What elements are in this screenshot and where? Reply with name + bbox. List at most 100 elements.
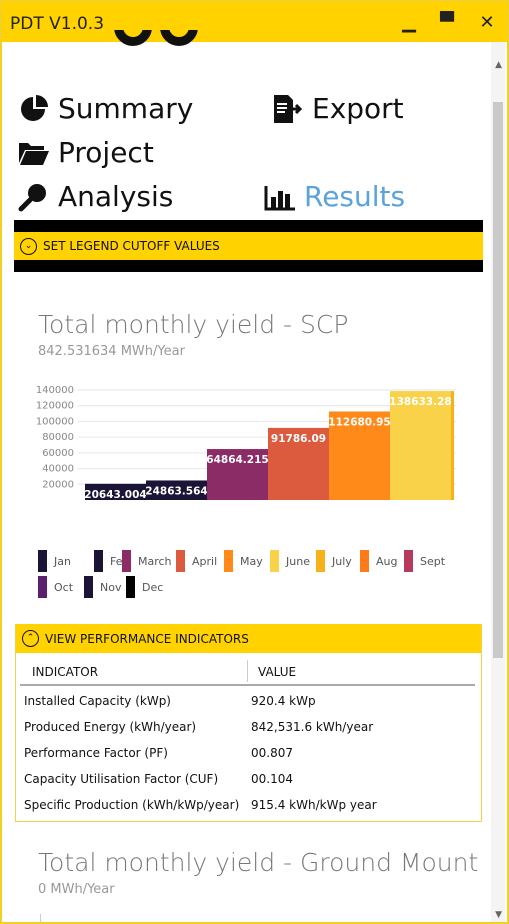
legend-swatch [94, 550, 103, 572]
chevron-down-icon: ⌄ [20, 237, 37, 255]
legend-label: July [332, 554, 352, 568]
value-cell: 00.807 [251, 746, 293, 760]
value-cell: 920.4 kWp [251, 694, 316, 708]
minimize-button[interactable]: ▁ [402, 12, 416, 33]
chart2-axis [40, 914, 41, 922]
bar-2[interactable] [207, 449, 268, 500]
nav-summary-label: Summary [58, 92, 194, 125]
table-row: Performance Factor (PF) 00.807 [24, 740, 474, 766]
legend-item: Dec [126, 576, 163, 598]
legend-label: May [240, 554, 263, 568]
close-button[interactable]: ✕ [479, 12, 495, 33]
legend-swatch [224, 550, 233, 572]
legend-label: March [138, 554, 172, 568]
legend-item: July [316, 550, 352, 572]
y-tick-label: 140000 [36, 385, 74, 396]
legend-label: Sept [420, 554, 446, 568]
bar-0[interactable] [85, 483, 146, 500]
legend-item: Nov [84, 576, 121, 598]
nav-results-label: Results [304, 180, 406, 213]
column-separator [247, 660, 248, 682]
nav-results[interactable]: Results [264, 180, 405, 213]
folder-open-icon [18, 138, 50, 168]
maximize-button[interactable]: ▀ [440, 12, 454, 33]
chart-subtitle: 842.531634 MWh/Year [38, 344, 185, 359]
bar-1[interactable] [146, 480, 207, 500]
bar-value-label: 24863.564 [145, 485, 207, 497]
bar-value-label: 91786.09 [271, 433, 326, 445]
nav-analysis[interactable]: Analysis [18, 180, 173, 213]
y-tick-label: 20000 [42, 479, 74, 490]
indicator-cell: Specific Production (kWh/kWp/year) [24, 798, 240, 812]
value-cell: 00.104 [251, 772, 293, 786]
table-row: Produced Energy (kWh/year) 842,531.6 kWh… [24, 714, 474, 740]
legend-label: Oct [54, 580, 74, 594]
bar-value-label: 20643.004 [84, 489, 146, 501]
divider-bottom [14, 260, 483, 272]
legend-label: Dec [142, 580, 164, 594]
y-tick-label: 80000 [42, 432, 74, 443]
nav-export[interactable]: Export [272, 92, 404, 125]
legend-item: March [122, 550, 172, 572]
bar-value-label: 64864.215 [206, 454, 268, 466]
legend-label: Aug [376, 554, 398, 568]
performance-toggle-label: VIEW PERFORMANCE INDICATORS [45, 631, 249, 646]
table-row: Installed Capacity (kWp) 920.4 kWp [24, 688, 474, 714]
title-bar[interactable]: PDT V1.0.3 ▁ ▀ ✕ [2, 2, 507, 42]
legend-swatch [126, 576, 135, 598]
bar-accent [451, 391, 454, 500]
scroll-up-arrow[interactable]: ▲ [495, 60, 502, 70]
indicator-cell: Capacity Utilisation Factor (CUF) [24, 772, 219, 786]
nav-summary[interactable]: Summary [18, 92, 193, 125]
legend-swatch [38, 576, 47, 598]
pie-chart-icon [18, 94, 50, 124]
legend-swatch [404, 550, 413, 572]
legend-item: Oct [38, 576, 73, 598]
logo-fragment [112, 30, 202, 52]
performance-toggle[interactable]: ⌃ VIEW PERFORMANCE INDICATORS [16, 624, 481, 653]
y-tick-label: 100000 [36, 416, 74, 427]
legend-cutoff-toggle[interactable]: ⌄ SET LEGEND CUTOFF VALUES [14, 232, 483, 260]
legend-item: April [176, 550, 217, 572]
legend-item: Aug [360, 550, 397, 572]
bar-4[interactable] [329, 411, 390, 500]
legend-label: Nov [100, 580, 122, 594]
divider-top [14, 220, 483, 232]
legend-swatch [360, 550, 369, 572]
indicator-cell: Produced Energy (kWh/year) [24, 720, 197, 734]
export-document-icon [272, 94, 304, 124]
nav-export-label: Export [312, 92, 404, 125]
legend-cutoff-label: SET LEGEND CUTOFF VALUES [43, 239, 220, 253]
legend-swatch [270, 550, 279, 572]
chart-title: Total monthly yield - SCP [38, 310, 349, 339]
chart2-subtitle: 0 MWh/Year [38, 882, 115, 897]
bar-value-label: 138633.28 [389, 396, 451, 408]
bar-3[interactable] [268, 427, 329, 500]
window-title: PDT V1.0.3 [10, 14, 105, 34]
legend-item: June [270, 550, 310, 572]
legend-item: May [224, 550, 263, 572]
legend-label: Jan [54, 554, 71, 568]
scrollbar-thumb[interactable] [493, 102, 503, 658]
chart2-title: Total monthly yield - Ground Mount [38, 848, 479, 877]
scroll-down-arrow[interactable]: ▼ [495, 910, 502, 920]
table-row: Capacity Utilisation Factor (CUF) 00.104 [24, 766, 474, 792]
y-tick-label: 40000 [42, 464, 74, 475]
nav-project[interactable]: Project [18, 136, 154, 169]
magnifier-icon [18, 182, 50, 212]
column-indicator: INDICATOR [32, 665, 99, 679]
column-value: VALUE [258, 665, 297, 679]
indicator-cell: Performance Factor (PF) [24, 746, 168, 760]
table-header: INDICATOR VALUE [20, 658, 475, 686]
legend-swatch [38, 550, 47, 572]
legend-label: June [286, 554, 310, 568]
bar-value-label: 112680.95 [328, 416, 390, 428]
legend-swatch [84, 576, 93, 598]
bar-5[interactable] [390, 391, 451, 500]
value-cell: 842,531.6 kWh/year [251, 720, 374, 734]
indicator-cell: Installed Capacity (kWp) [24, 694, 171, 708]
y-tick-label: 120000 [36, 401, 74, 412]
bar-chart-icon [264, 182, 296, 212]
legend-swatch [122, 550, 131, 572]
